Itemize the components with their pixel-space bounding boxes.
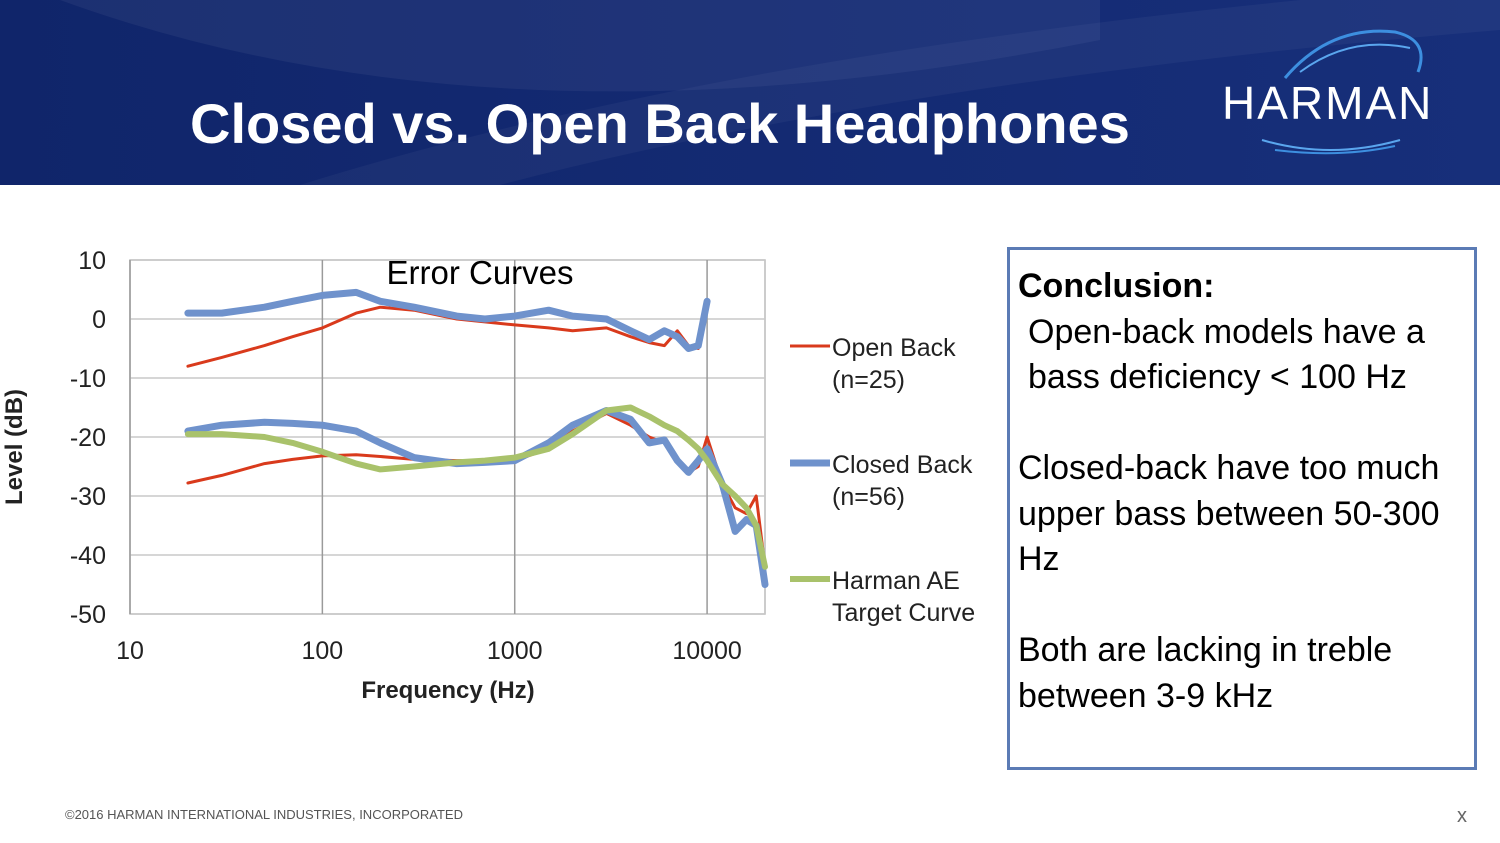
y-tick-label: -50	[70, 601, 106, 629]
conclusion-paragraph: Closed-back have too much upper bass bet…	[1018, 449, 1440, 578]
legend-label: Harman AE Target Curve	[832, 567, 976, 627]
x-axis-label: Frequency (Hz)	[361, 677, 534, 704]
header-band	[0, 0, 1500, 185]
conclusion-paragraph: Open-back models have a bass deficiency …	[1028, 312, 1425, 397]
y-tick-label: -30	[70, 483, 106, 511]
conclusion-box: Conclusion: Open-back models have a bass…	[1007, 247, 1477, 770]
header-swoosh	[300, 0, 1500, 185]
data-line	[184, 288, 711, 352]
y-tick-label: -10	[70, 365, 106, 393]
conclusion-paragraph: Both are lacking in treble between 3-9 k…	[1018, 631, 1393, 715]
logo-arc	[1283, 29, 1423, 79]
header-swoosh	[60, 0, 1100, 92]
y-tick-label: 0	[92, 306, 106, 334]
footer-corner: x	[1457, 805, 1467, 827]
conclusion-text: Conclusion: Open-back models have a bass…	[1018, 264, 1470, 719]
x-tick-label: 10000	[672, 637, 742, 665]
slide-title: Closed vs. Open Back Headphones	[190, 92, 1130, 155]
y-tick-label: -40	[70, 542, 106, 570]
logo: HARMAN	[1222, 77, 1433, 129]
x-tick-label: 10	[116, 637, 144, 665]
logo-arc	[1261, 139, 1401, 151]
legend-label: Open Back (n=25)	[832, 334, 956, 394]
y-tick-label: -20	[70, 424, 106, 452]
footer-copyright: ©2016 HARMAN INTERNATIONAL INDUSTRIES, I…	[65, 807, 463, 822]
chart: -50 -40 -30 -20 -10 0 10 10 100 1000 10000 Error Cu…	[1, 247, 830, 704]
logo-arc	[1299, 43, 1411, 73]
logo-arc	[1274, 145, 1396, 155]
x-tick-label: 1000	[487, 637, 543, 665]
chart-title: Error Curves	[386, 254, 573, 291]
y-axis-label: Level (dB)	[1, 389, 28, 505]
legend-label: Closed Back (n=56)	[832, 451, 973, 511]
data-line	[184, 404, 768, 570]
x-tick-label: 100	[302, 637, 344, 665]
y-tick-label: 10	[78, 247, 106, 275]
conclusion-heading: Conclusion:	[1018, 267, 1215, 305]
